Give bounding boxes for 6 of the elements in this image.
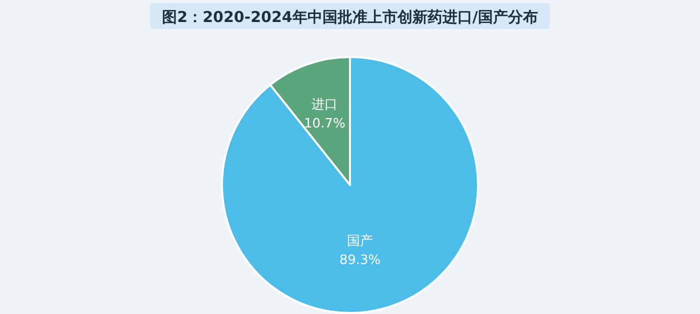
data-label: 89.3% [339, 253, 381, 268]
pie-slice [221, 56, 479, 314]
slice-label: 国产 [347, 234, 373, 249]
slice-label: 进口 [312, 98, 338, 112]
data-label: 10.7% [304, 116, 346, 132]
chart-title: 图2：2020-2024年中国批准上市创新药进口/国产分布 [162, 8, 538, 26]
